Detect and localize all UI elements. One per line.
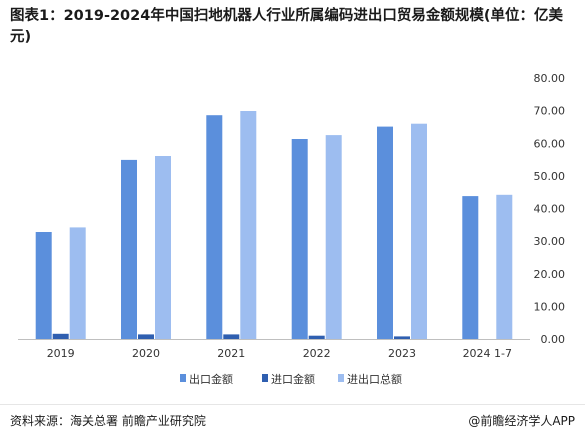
y-tick-label: 50.00: [534, 170, 566, 183]
y-tick-label: 30.00: [534, 235, 566, 248]
brand-label: @前瞻经济学人APP: [468, 414, 575, 428]
legend-item: 出口金额: [180, 372, 233, 386]
y-tick-label: 70.00: [534, 105, 566, 118]
bar-export-1: [121, 159, 137, 339]
bar-import-0: [52, 333, 69, 339]
y-tick-labels: 0.00 10.00 20.00 30.00 40.00 50.00 60.00 70.00 8…: [534, 72, 566, 346]
bar-total-3: [325, 135, 342, 339]
y-tick-label: 10.00: [534, 300, 566, 313]
bar-import-2: [223, 334, 240, 339]
legend-label: 进出口总额: [347, 372, 402, 386]
legend-swatch: [180, 374, 186, 382]
source-note: 资料来源：海关总署 前瞻产业研究院: [10, 414, 206, 428]
y-tick-label: 60.00: [534, 137, 566, 150]
legend-item: 进口金额: [262, 372, 315, 386]
legend: 出口金额 进口金额 进出口总额: [180, 372, 402, 386]
legend-label: 出口金额: [189, 372, 233, 386]
x-tick-label: 2022: [303, 347, 331, 360]
bar-export-2: [206, 115, 223, 339]
y-tick-label: 20.00: [534, 268, 566, 281]
legend-item: 进出口总额: [338, 372, 402, 386]
bars-group: [35, 111, 513, 339]
bar-import-4: [394, 336, 410, 339]
x-tick-label: 2020: [132, 347, 160, 360]
footer-divider: [0, 404, 585, 405]
bar-export-3: [291, 139, 308, 339]
bar-total-4: [411, 123, 427, 339]
bar-total-5: [496, 194, 513, 339]
bar-chart: 2019 2020 2021 2022 2023 2024 1-7 0.00 10.00 20…: [18, 72, 566, 386]
legend-swatch: [338, 374, 344, 382]
y-tick-label: 40.00: [534, 203, 566, 216]
x-tick-label: 2024 1-7: [463, 347, 512, 360]
x-tick-label: 2019: [47, 347, 75, 360]
bar-export-4: [377, 126, 393, 339]
y-tick-label: 0.00: [541, 333, 566, 346]
bar-total-2: [240, 111, 257, 339]
bar-export-5: [462, 196, 479, 339]
bar-total-1: [155, 156, 171, 339]
x-tick-label: 2021: [217, 347, 245, 360]
page-title: 图表1：2019-2024年中国扫地机器人行业所属编码进出口贸易金额规模(单位：…: [10, 8, 563, 45]
bar-import-3: [308, 335, 325, 339]
legend-swatch: [262, 374, 268, 382]
x-tick-label: 2023: [388, 347, 416, 360]
legend-label: 进口金额: [271, 372, 315, 386]
y-tick-label: 80.00: [534, 72, 566, 85]
bar-total-0: [69, 227, 86, 339]
x-tick-labels: 2019 2020 2021 2022 2023 2024 1-7: [47, 347, 512, 360]
bar-export-0: [35, 232, 52, 339]
bar-import-1: [138, 334, 154, 339]
